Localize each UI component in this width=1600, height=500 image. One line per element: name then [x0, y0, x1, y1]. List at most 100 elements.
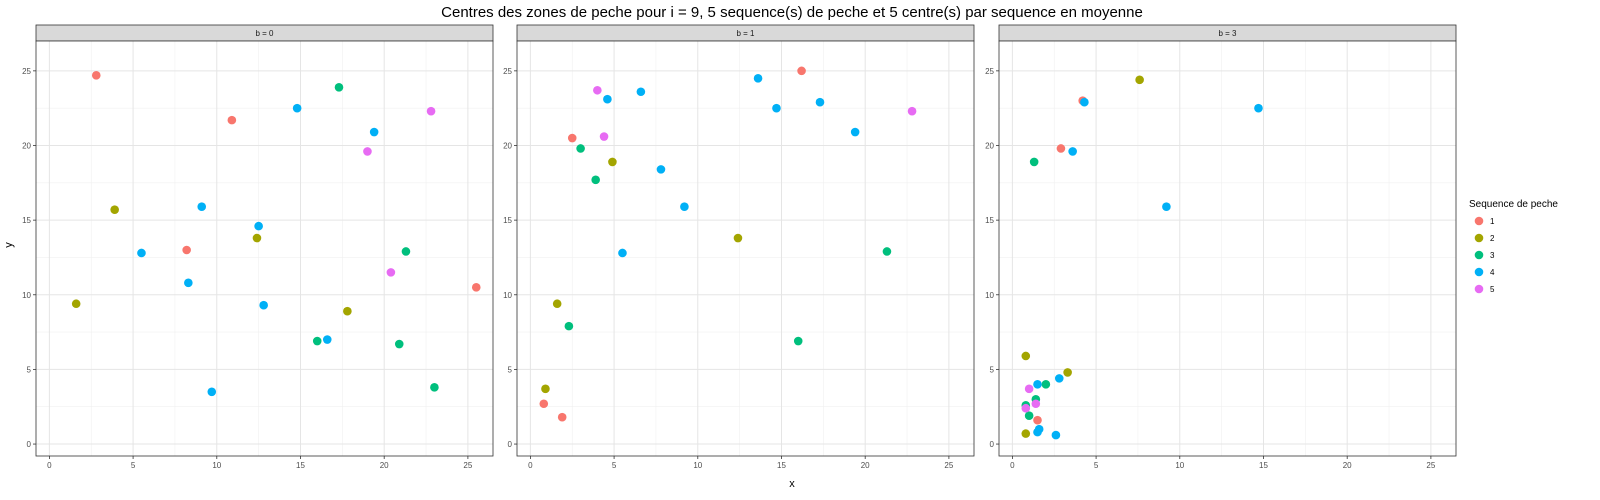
x-axis-title: x [789, 478, 795, 490]
legend-key-2 [1474, 233, 1484, 243]
facet-strip-label: b = 0 [255, 29, 274, 38]
x-tick-label: 25 [1426, 461, 1435, 470]
data-point-seq-3 [401, 247, 411, 256]
y-axis-title: y [3, 242, 15, 248]
x-tick-label: 5 [612, 461, 617, 470]
data-point-seq-3 [334, 82, 344, 92]
data-point-seq-2 [608, 157, 617, 167]
data-point-seq-1 [91, 71, 101, 80]
x-tick-label: 15 [777, 461, 786, 470]
panel-border-1 [516, 40, 975, 457]
data-point-seq-5 [1021, 403, 1031, 413]
panel-border-0 [35, 40, 494, 457]
legend-label: 1 [1490, 217, 1495, 226]
data-point-seq-4 [1080, 97, 1089, 107]
data-point-seq-5 [363, 147, 372, 156]
chart-title: Centres des zones de peche pour i = 9, 5… [441, 4, 1143, 21]
data-point-seq-1 [182, 245, 191, 255]
data-point-seq-4 [254, 221, 263, 231]
data-point-seq-3 [576, 144, 585, 153]
panel-background-2 [999, 41, 1456, 456]
data-point-seq-3 [793, 336, 803, 346]
x-tick-label: 15 [296, 461, 305, 470]
data-point-seq-2 [343, 306, 352, 316]
data-point-seq-4 [815, 97, 825, 107]
x-tick-label: 0 [47, 461, 52, 470]
x-tick-label: 0 [1010, 461, 1015, 470]
panel-border-2 [998, 40, 1457, 457]
data-point-seq-2 [552, 299, 562, 309]
data-point-seq-4 [1033, 380, 1042, 389]
data-point-seq-5 [426, 106, 436, 116]
data-point-seq-1 [1033, 415, 1042, 425]
y-tick-label: 5 [508, 365, 513, 374]
data-point-seq-2 [1135, 75, 1144, 85]
legend-key-5 [1474, 284, 1484, 294]
y-tick-label: 25 [22, 67, 31, 76]
x-tick-label: 25 [463, 461, 472, 470]
data-point-seq-4 [618, 248, 627, 258]
y-tick-label: 15 [503, 216, 512, 225]
data-point-seq-3 [591, 175, 600, 185]
data-point-seq-4 [1068, 147, 1077, 156]
x-tick-label: 20 [380, 461, 389, 470]
facet-strip-label: b = 1 [736, 29, 755, 38]
data-point-seq-1 [797, 66, 806, 76]
data-point-seq-4 [753, 74, 763, 83]
data-point-seq-1 [539, 399, 549, 409]
facet-strip-label: b = 3 [1218, 29, 1237, 38]
legend-key-3 [1474, 250, 1484, 260]
y-tick-label: 20 [985, 141, 994, 150]
data-point-seq-4 [603, 94, 612, 104]
data-point-seq-3 [394, 339, 404, 349]
data-point-seq-4 [850, 127, 860, 137]
data-point-seq-2 [1063, 368, 1072, 377]
data-point-seq-1 [567, 133, 577, 143]
x-tick-label: 10 [1175, 461, 1184, 470]
data-point-seq-1 [227, 115, 237, 125]
data-point-seq-1 [1056, 144, 1066, 153]
y-tick-label: 20 [503, 141, 512, 150]
data-point-seq-5 [1024, 384, 1034, 394]
y-tick-label: 20 [22, 141, 31, 150]
x-tick-label: 25 [944, 461, 953, 470]
legend-key-1 [1474, 216, 1484, 226]
data-point-seq-3 [1024, 411, 1034, 420]
data-point-seq-2 [110, 205, 119, 214]
y-tick-label: 25 [985, 67, 994, 76]
data-point-seq-5 [907, 106, 917, 116]
data-point-seq-4 [207, 387, 217, 397]
data-point-seq-2 [541, 384, 550, 394]
data-point-seq-2 [1021, 351, 1031, 361]
data-point-seq-4 [1254, 103, 1263, 113]
x-tick-label: 20 [861, 461, 870, 470]
y-tick-label: 10 [503, 291, 512, 300]
legend-key-4 [1474, 267, 1484, 277]
data-point-seq-4 [1051, 430, 1061, 440]
data-point-seq-4 [772, 103, 781, 113]
data-point-seq-5 [593, 85, 602, 95]
y-tick-label: 0 [27, 440, 32, 449]
legend-label: 4 [1490, 268, 1495, 277]
data-point-seq-2 [1021, 429, 1031, 438]
data-point-seq-3 [882, 247, 892, 256]
data-point-seq-4 [1033, 427, 1042, 437]
data-point-seq-4 [1162, 202, 1171, 212]
data-point-seq-4 [322, 335, 332, 344]
y-tick-label: 10 [22, 291, 31, 300]
y-tick-label: 5 [27, 365, 32, 374]
data-point-seq-4 [137, 248, 146, 258]
y-tick-label: 5 [990, 365, 995, 374]
data-point-seq-3 [1041, 380, 1051, 389]
legend-label: 2 [1490, 234, 1495, 243]
legend-label: 5 [1490, 285, 1495, 294]
data-point-seq-3 [312, 336, 322, 346]
x-tick-label: 15 [1259, 461, 1268, 470]
x-tick-label: 5 [131, 461, 136, 470]
data-point-seq-1 [557, 412, 567, 422]
y-tick-label: 15 [985, 216, 994, 225]
data-point-seq-2 [733, 233, 743, 243]
data-point-seq-1 [471, 283, 481, 292]
